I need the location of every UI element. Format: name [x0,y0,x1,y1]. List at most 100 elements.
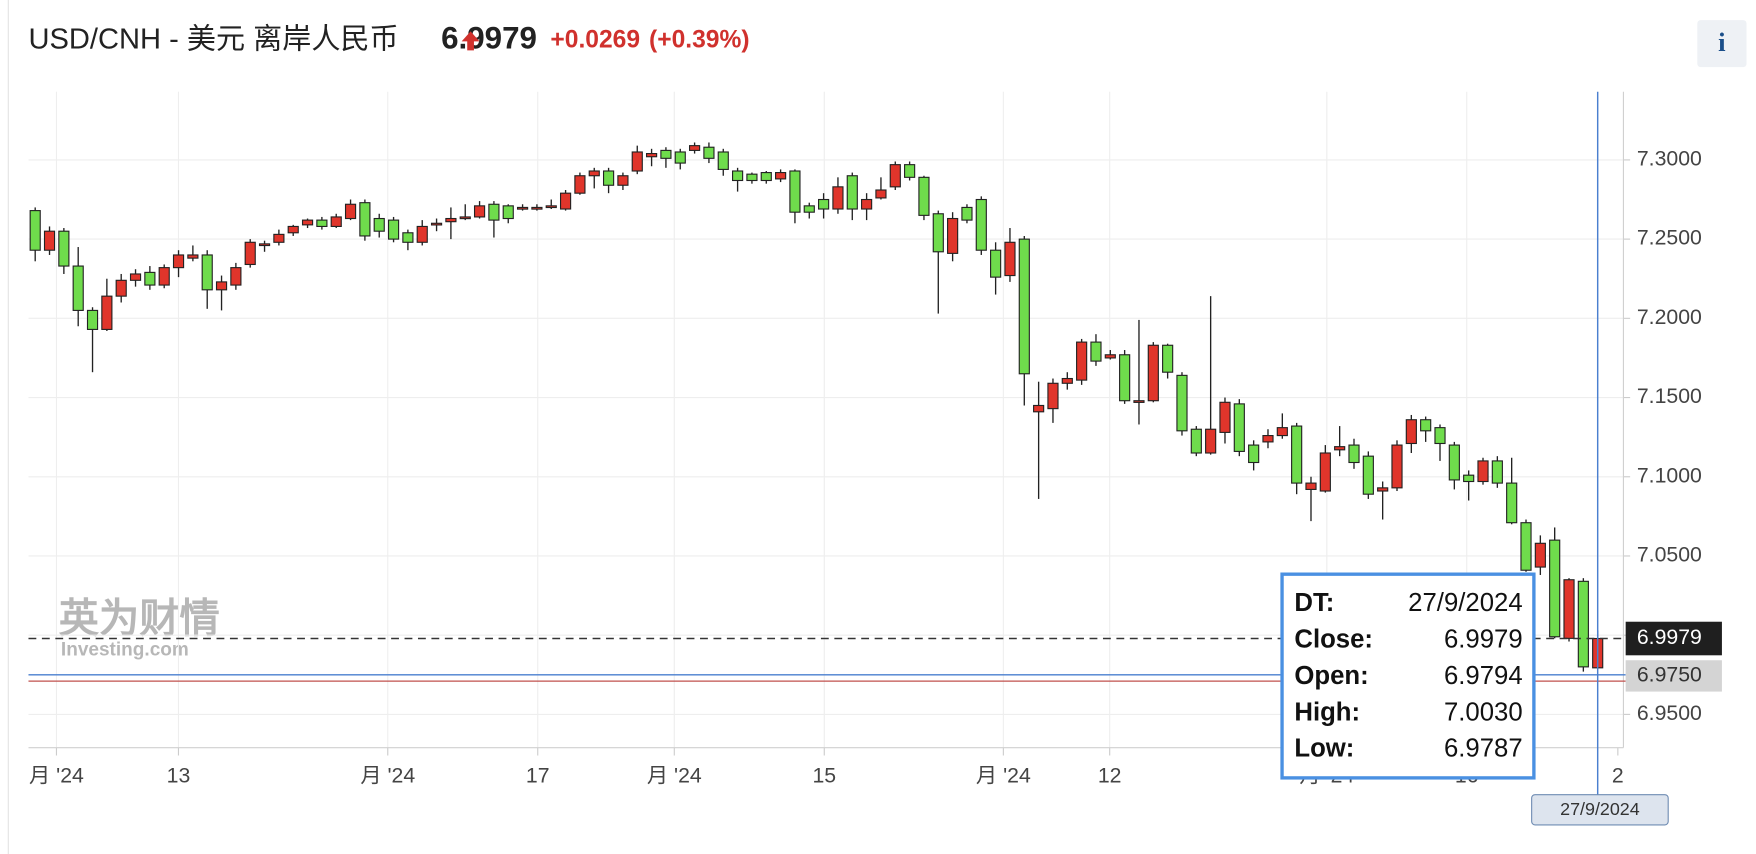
candle-body [273,233,285,243]
candle-body [187,254,199,259]
candle-body [445,217,457,223]
candle-body [1205,428,1217,454]
candle-body [344,203,357,220]
candle-body [1004,241,1016,277]
candle-body [43,230,56,251]
candle-body [775,172,787,180]
crosshair-price-box [1625,660,1722,692]
x-tick-label: 12 [1098,763,1122,787]
candle-body [1119,354,1131,402]
candle-body [1190,428,1202,454]
y-tick-label: 7.3000 [1637,147,1702,171]
crosshair-date-label: 27/9/2024 [1560,799,1640,819]
y-tick-label: 7.1000 [1637,463,1702,487]
candle-body [502,205,514,220]
chart-title: USD/CNH - 美元 离岸人民币 [28,22,398,55]
candle-body [1377,487,1389,492]
candle-body [1477,460,1489,483]
candle-body [1133,400,1145,403]
candle-body [674,151,686,164]
candle-body [316,219,328,228]
candle-body [244,241,256,266]
candle-body [832,186,844,210]
change-percent: (+0.39%) [649,26,750,53]
candle-body [1305,482,1317,490]
x-tick-label: 月 '24 [647,763,702,787]
candle-body [230,267,242,286]
candle-body [990,249,1002,278]
watermark: Investing.com [61,639,189,660]
candle-body [1549,539,1561,638]
candle-body [1463,474,1475,483]
candle-body [1362,455,1374,495]
info-icon[interactable]: i [1718,27,1726,57]
candle-body [631,151,643,172]
candle-body [115,279,127,297]
candle-body [660,149,672,159]
info-button[interactable] [1697,20,1747,68]
candle-body [101,295,113,330]
last-price-label: 6.9979 [1637,625,1702,649]
last-price-box [1625,621,1722,656]
tooltip-value: 6.9794 [1444,662,1523,690]
candle-body [918,176,930,216]
candle-body [402,232,414,243]
watermark: 英为财情 [59,596,220,641]
candle-body [144,271,156,286]
y-tick-label: 7.0500 [1637,543,1702,567]
x-tick-label: 17 [526,763,550,787]
candle-body [1420,419,1432,432]
x-tick-label: 15 [812,763,836,787]
candle-body [1448,444,1460,481]
tooltip-key: Low: [1294,735,1354,763]
candle-body [688,145,701,151]
candle-body [359,202,371,237]
candle-body [430,222,443,226]
candle-body [1248,444,1260,464]
candle-body [746,173,758,182]
candle-body [258,243,271,247]
candle-body [602,170,615,186]
candle-body [932,213,944,253]
tooltip-key: High: [1294,698,1360,726]
candle-body [1018,238,1030,375]
candle-body [215,281,228,291]
x-tick-label: 月 '24 [360,763,415,787]
candle-body [1434,427,1446,445]
candle-body [488,203,500,221]
candle-body [1033,404,1045,413]
candle-body [574,175,586,194]
candle-body [1104,354,1116,359]
tooltip-value: 27/9/2024 [1408,589,1523,617]
candle-body [1391,444,1403,489]
candle-body [129,273,142,281]
candle-body [1348,444,1360,464]
candle-body [1176,374,1188,432]
candle-body [975,198,987,251]
candle-body [158,267,170,286]
candle-body [645,153,658,158]
y-tick-label: 7.2500 [1637,226,1702,250]
candle-body [717,151,729,170]
crosshair-price-label: 6.9750 [1637,663,1702,687]
candle-body [1090,341,1102,362]
candle-body [72,265,84,311]
candle-body [58,230,70,267]
candle-body [1334,446,1346,451]
candle-body [1162,344,1174,373]
candle-body [1233,403,1245,452]
candle-body [961,206,973,221]
candle-body [617,175,629,186]
candle-body [29,210,41,251]
candle-body [803,205,815,213]
candle-body [545,205,557,209]
candle-body [516,206,529,210]
candle-body [846,175,858,210]
candle-body [789,170,801,213]
candle-body [201,254,213,291]
candle-body [1563,579,1575,639]
price: 6.9979 [441,21,537,56]
candle-body [330,216,342,228]
tooltip-value: 7.0030 [1444,698,1523,726]
